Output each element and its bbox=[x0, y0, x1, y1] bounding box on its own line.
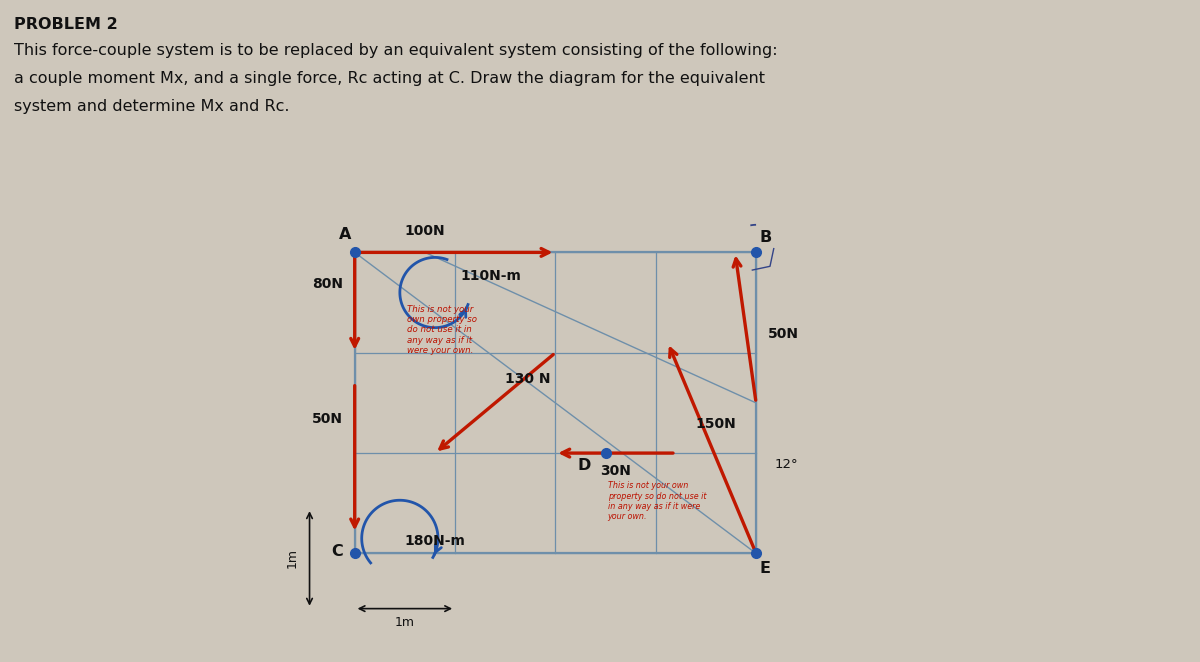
Text: 150N: 150N bbox=[696, 417, 737, 431]
Text: a couple moment Mx, and a single force, Rc acting at C. Draw the diagram for the: a couple moment Mx, and a single force, … bbox=[14, 71, 766, 86]
Text: 80N: 80N bbox=[312, 277, 343, 291]
Text: 1m: 1m bbox=[395, 616, 415, 629]
Text: B: B bbox=[760, 230, 772, 245]
Text: This is not your
own property so
do not use it in
any way as if it
were your own: This is not your own property so do not … bbox=[407, 305, 476, 355]
Text: E: E bbox=[760, 561, 770, 576]
Text: 110N-m: 110N-m bbox=[460, 269, 521, 283]
Text: 100N: 100N bbox=[404, 224, 445, 238]
Text: D: D bbox=[577, 457, 590, 473]
Text: C: C bbox=[331, 544, 343, 559]
Text: 30N: 30N bbox=[600, 464, 631, 478]
Text: 12°: 12° bbox=[774, 458, 798, 471]
Text: 130 N: 130 N bbox=[505, 372, 551, 386]
Text: 50N: 50N bbox=[312, 412, 343, 426]
Text: system and determine Mx and Rc.: system and determine Mx and Rc. bbox=[14, 99, 290, 114]
Text: This is not your own
property so do not use it
in any way as if it were
your own: This is not your own property so do not … bbox=[607, 481, 706, 522]
Text: PROBLEM 2: PROBLEM 2 bbox=[14, 17, 118, 32]
Text: A: A bbox=[340, 227, 352, 242]
Text: 50N: 50N bbox=[768, 326, 799, 341]
Text: This force-couple system is to be replaced by an equivalent system consisting of: This force-couple system is to be replac… bbox=[14, 43, 778, 58]
Text: 1m: 1m bbox=[286, 548, 299, 569]
Text: 180N-m: 180N-m bbox=[404, 534, 466, 548]
